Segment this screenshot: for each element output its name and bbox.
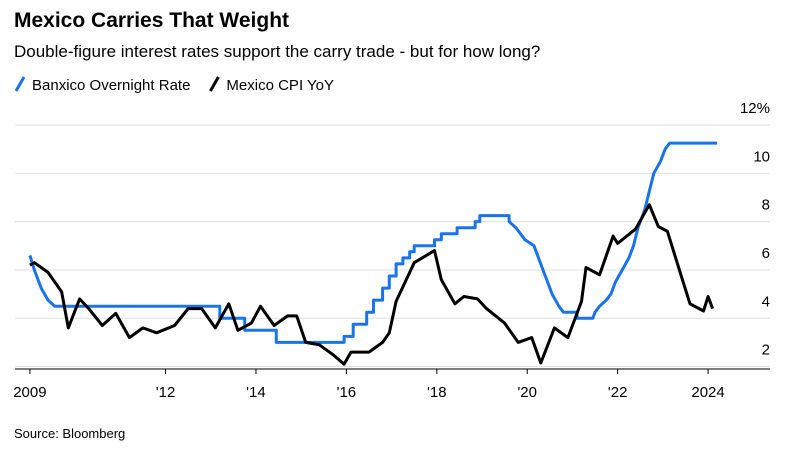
line-series (28, 141, 718, 344)
line-series (29, 203, 715, 366)
chart-title: Mexico Carries That Weight (14, 9, 289, 32)
y-tick-label: 6 (762, 245, 770, 262)
y-tick-label: 4 (762, 293, 770, 310)
x-tick-label: '12 (156, 384, 176, 401)
legend-label: Mexico CPI YoY (226, 77, 334, 94)
legend: Banxico Overnight Rate Mexico CPI YoY (14, 76, 334, 94)
legend-swatch (14, 76, 26, 92)
x-tick-label: '22 (608, 384, 628, 401)
x-tick-label: '18 (427, 384, 447, 401)
source: Source: Bloomberg (14, 426, 125, 441)
x-tick-label: '14 (246, 384, 266, 401)
x-tick-label: '20 (517, 384, 537, 401)
x-tick-label: 2024 (691, 384, 724, 401)
x-tick-label: '16 (337, 384, 357, 401)
y-tick-label: 2 (762, 342, 770, 359)
chart-subtitle: Double-figure interest rates support the… (14, 42, 540, 61)
y-tick-label: 8 (762, 197, 770, 214)
y-tick-label: 12% (740, 100, 770, 117)
x-tick-label: 2009 (13, 384, 46, 401)
legend-label: Banxico Overnight Rate (32, 77, 190, 94)
legend-swatch (209, 76, 220, 92)
y-tick-label: 10 (753, 148, 770, 165)
